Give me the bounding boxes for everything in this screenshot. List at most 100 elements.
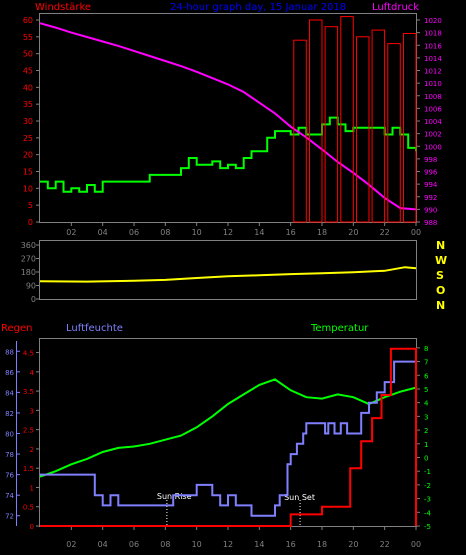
y-tick-label-pressure: 1016 xyxy=(424,42,442,50)
y-tick-label-humidity: 78 xyxy=(5,451,14,459)
x-tick-label-p1: 04 xyxy=(98,228,108,237)
y-tick-label-pressure: 1014 xyxy=(424,55,442,63)
y-tick-label-pressure: 1008 xyxy=(424,93,442,101)
x-tick-label-p1: 22 xyxy=(380,228,390,237)
y-tick-label-rain: 2.5 xyxy=(23,427,34,435)
y-tick-label-direction: 360 xyxy=(21,241,36,250)
y-tick-label-pressure: 1002 xyxy=(424,131,442,139)
y-tick-label-pressure: 1000 xyxy=(424,143,442,151)
x-tick-label-p1: 12 xyxy=(223,228,233,237)
y-tick-label-wind: 40 xyxy=(23,83,33,92)
wind-speed-line xyxy=(40,116,417,193)
y-tick-label-temperature: -5 xyxy=(424,523,431,531)
y-tick-label-temperature: 6 xyxy=(424,372,429,380)
y-tick-label-temperature: 5 xyxy=(424,386,428,394)
x-tick-label-p1: 08 xyxy=(160,228,170,237)
temperature-line xyxy=(39,378,417,478)
x-tick-label-p3: 04 xyxy=(98,540,108,549)
x-tick-label-p3: 22 xyxy=(380,540,390,549)
label-regen: Regen xyxy=(1,323,33,334)
y-tick-label-temperature: -4 xyxy=(424,509,432,517)
panel-wind-direction-frame xyxy=(39,240,417,300)
x-tick-label-p1: 02 xyxy=(66,228,76,237)
x-tick-label-p1: 14 xyxy=(254,228,264,237)
y-tick-label-humidity: 86 xyxy=(5,369,14,377)
compass-n-top: N xyxy=(436,239,445,252)
x-tick-label-p1: 18 xyxy=(317,228,327,237)
x-tick-label-p3: 02 xyxy=(66,540,76,549)
y-tick-label-temperature: -1 xyxy=(424,468,431,476)
compass-w: W xyxy=(435,254,447,267)
y-tick-label-wind: 5 xyxy=(28,201,33,210)
y-tick-label-temperature: 1 xyxy=(424,441,428,449)
gust-bar xyxy=(340,16,354,223)
y-tick-label-wind: 55 xyxy=(23,33,33,42)
pressure-line xyxy=(39,22,417,211)
x-tick-label-p3: 16 xyxy=(286,540,296,549)
gust-bar xyxy=(309,19,323,223)
y-tick-label-direction: 270 xyxy=(21,255,36,264)
y-tick-label-temperature: 2 xyxy=(424,427,428,435)
compass-o: O xyxy=(436,284,445,297)
gust-bar xyxy=(324,26,339,223)
sunset-label: Sun Set xyxy=(284,493,315,502)
y-tick-label-temperature: 8 xyxy=(424,345,428,353)
y-tick-label-rain: 1.5 xyxy=(23,465,34,473)
y-tick-label-direction: 90 xyxy=(26,282,36,291)
y-tick-label-wind: 15 xyxy=(23,168,33,177)
y-tick-label-rain: 4 xyxy=(30,369,35,377)
humidity-line xyxy=(40,360,416,517)
y-tick-label-rain: 3.5 xyxy=(23,388,34,396)
y-tick-label-wind: 60 xyxy=(23,16,33,25)
header-title: 24-hour graph day, 15 Januar 2018 xyxy=(170,2,346,13)
x-tick-label-p3: 06 xyxy=(129,540,139,549)
y-tick-label-pressure: 992 xyxy=(424,194,437,202)
gust-bar xyxy=(403,33,417,223)
y-tick-label-pressure: 994 xyxy=(424,181,438,189)
rain-line xyxy=(40,347,417,527)
y-tick-label-pressure: 998 xyxy=(424,156,437,164)
header-luftdruck: Luftdruck xyxy=(372,2,419,13)
y-tick-label-temperature: 4 xyxy=(424,400,429,408)
y-tick-label-rain: 2 xyxy=(30,446,34,454)
y-tick-label-temperature: -2 xyxy=(424,482,431,490)
y-tick-label-rain: 0 xyxy=(30,523,34,531)
gust-bar xyxy=(293,39,307,223)
y-tick-label-pressure: 1012 xyxy=(424,68,442,76)
y-tick-label-temperature: 0 xyxy=(424,454,428,462)
y-tick-label-wind: 10 xyxy=(23,184,33,193)
compass-n-bottom: N xyxy=(436,299,445,312)
y-tick-label-pressure: 988 xyxy=(424,219,437,227)
y-tick-label-direction: 180 xyxy=(21,268,36,277)
y-tick-label-humidity: 88 xyxy=(5,348,14,356)
x-tick-label-p3: 00 xyxy=(411,540,421,549)
y-tick-label-pressure: 990 xyxy=(424,206,437,214)
y-tick-label-pressure: 1010 xyxy=(424,80,442,88)
y-tick-label-wind: 50 xyxy=(23,50,33,59)
gust-bar xyxy=(387,43,401,223)
y-tick-label-humidity: 76 xyxy=(5,472,14,480)
y-tick-label-wind: 20 xyxy=(23,151,33,160)
sunrise-label: Sun Rise xyxy=(157,492,192,501)
compass-s: S xyxy=(436,269,444,282)
y-tick-label-rain: 4.5 xyxy=(23,350,34,358)
x-tick-label-p1: 16 xyxy=(286,228,296,237)
y-tick-label-pressure: 1004 xyxy=(424,118,442,126)
gust-bar xyxy=(356,36,370,223)
header-windstaerke: Windstärke xyxy=(35,2,91,13)
y-tick-label-temperature: 7 xyxy=(424,359,428,367)
y-tick-label-pressure: 996 xyxy=(424,169,438,177)
x-tick-label-p3: 08 xyxy=(160,540,170,549)
y-tick-label-temperature: 3 xyxy=(424,413,428,421)
y-tick-label-direction: 0 xyxy=(31,295,36,304)
y-tick-label-humidity: 84 xyxy=(5,389,14,397)
x-tick-label-p3: 18 xyxy=(317,540,327,549)
label-temperatur: Temperatur xyxy=(310,323,369,334)
y-tick-label-wind: 25 xyxy=(23,134,33,143)
x-tick-label-p3: 14 xyxy=(254,540,264,549)
y-tick-label-pressure: 1020 xyxy=(424,17,442,25)
y-tick-label-humidity: 74 xyxy=(5,492,14,500)
gust-bar xyxy=(371,29,386,223)
wind-direction-line xyxy=(39,266,417,283)
